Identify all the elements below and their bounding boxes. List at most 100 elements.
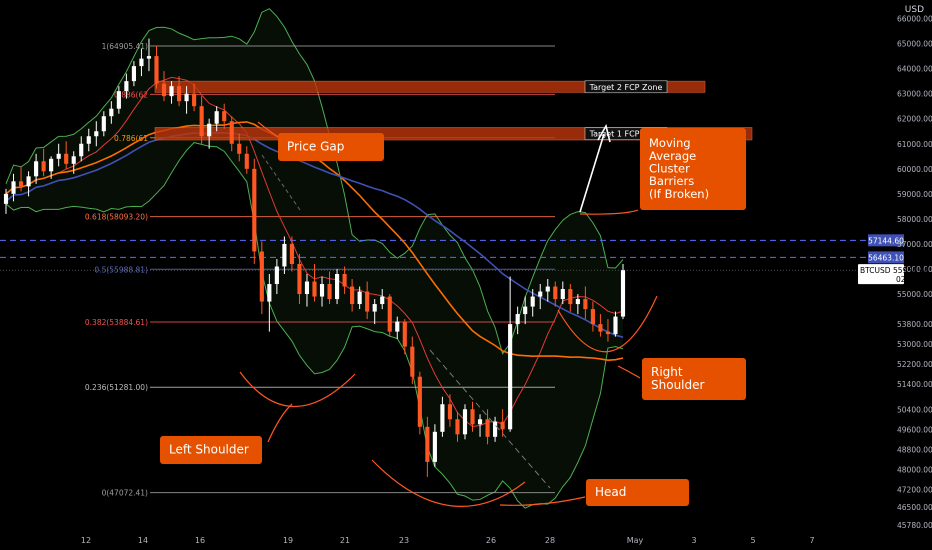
dashed-level-value: 57144.60 [868,236,904,245]
right-shoulder-text: Shoulder [651,378,705,392]
x-tick-label: May [627,536,644,545]
candle-body [515,314,520,325]
candle-body [568,289,573,305]
candle-body [222,111,227,122]
candle-body [560,289,565,300]
y-tick-label: 48000.00 [897,465,932,474]
candle-body [598,324,603,332]
candle-body [410,346,415,377]
candle-body [267,284,272,302]
candle-body [18,181,24,187]
candle-body [56,153,61,159]
candle-body [402,321,407,347]
y-tick-label: 56000.00 [897,265,932,274]
ma-cluster-callout [640,128,746,210]
candle-body [3,193,9,204]
x-tick-label: 21 [340,536,350,545]
y-tick-label: 59000.00 [897,190,932,199]
bollinger-lower [5,142,624,509]
y-tick-label: 66000.00 [897,15,932,24]
ma-cluster-text: (If Broken) [649,187,709,201]
candle-body [154,56,159,84]
last-price-tag [858,264,904,285]
y-tick-label: 65000.00 [897,40,932,49]
head-curve [371,459,526,507]
candle-body [169,86,174,97]
candle-body [289,243,294,264]
x-tick-label: 26 [486,536,496,545]
y-tick-label: 61000.00 [897,140,932,149]
y-tick-label: 62000.00 [897,115,932,124]
candle-body [297,263,302,295]
ma-cluster-text: Barriers [649,174,694,188]
candle-body [530,296,535,307]
candle-body [259,251,264,302]
candle-body [470,409,475,425]
y-tick-label: 53800.00 [897,320,932,329]
candle-body [252,168,257,252]
fib-level-label: 0(47072.41) [102,489,148,498]
symbol-label: BTCUSD [860,266,891,275]
candle-body [161,83,167,97]
right-shoulder-text: Right [651,365,683,379]
fib-level-label: 1(64905.41) [102,42,148,51]
fcp-zone-label: Target 1 FCP Zone [589,130,663,139]
x-tick-label: 3 [691,536,696,545]
dashed-level-tag [868,234,904,247]
candle-body [79,143,84,157]
candle-body [425,426,430,462]
ma-cluster-pointer [579,209,639,215]
candle-body [41,161,46,172]
x-tick-label: 23 [399,536,409,545]
x-tick-label: 5 [750,536,755,545]
fib-level-label: 0.236(51281.00) [85,383,148,392]
candle-body [282,243,287,267]
currency-label: USD [905,5,924,15]
y-tick-label: 60000.00 [897,165,932,174]
candle-body [109,108,114,117]
candle-body [184,93,189,102]
candle-body [131,66,136,82]
candle-body [432,431,437,462]
candle-body [207,123,212,137]
fib-level-label: 0.886(62 [114,90,148,99]
candle-body [192,93,197,107]
price-gap-text: Price Gap [287,140,344,154]
candle-body [229,121,234,144]
candle-body [417,376,422,427]
left-shoulder-text: Left Shoulder [169,443,249,457]
fib-level-label: 0.5(55988.81) [94,265,148,274]
candle-body [304,281,310,295]
candle-body [583,299,588,310]
right-shoulder-pointer [617,365,641,379]
y-tick-label: 53000.00 [897,340,932,349]
candle-body [11,181,16,194]
candle-body [462,409,468,435]
candle-body [244,153,249,169]
candle-body [49,158,54,172]
candle-body [124,81,129,92]
candle-body [605,331,611,335]
y-tick-label: 46500.00 [897,503,932,512]
head-pointer [499,496,586,506]
ma-slow [5,131,624,338]
y-tick-label: 48800.00 [897,445,932,454]
candle-body [139,58,144,67]
candle-body [274,266,279,285]
trend-dash [429,349,551,489]
bollinger-upper [5,8,624,355]
candle-body [440,404,445,432]
x-tick-label: 14 [138,536,148,545]
price-gap-callout [278,133,384,161]
head-text: Head [595,485,626,499]
candle-body [590,309,595,325]
candle-body [613,316,618,335]
y-tick-label: 50400.00 [897,405,932,414]
left-shoulder-curve [239,371,356,407]
candle-body [71,156,76,164]
y-tick-label: 57000.00 [897,240,932,249]
ma-cluster-text: Moving [649,136,691,150]
candle-body [500,421,505,430]
y-tick-label: 51400.00 [897,380,932,389]
